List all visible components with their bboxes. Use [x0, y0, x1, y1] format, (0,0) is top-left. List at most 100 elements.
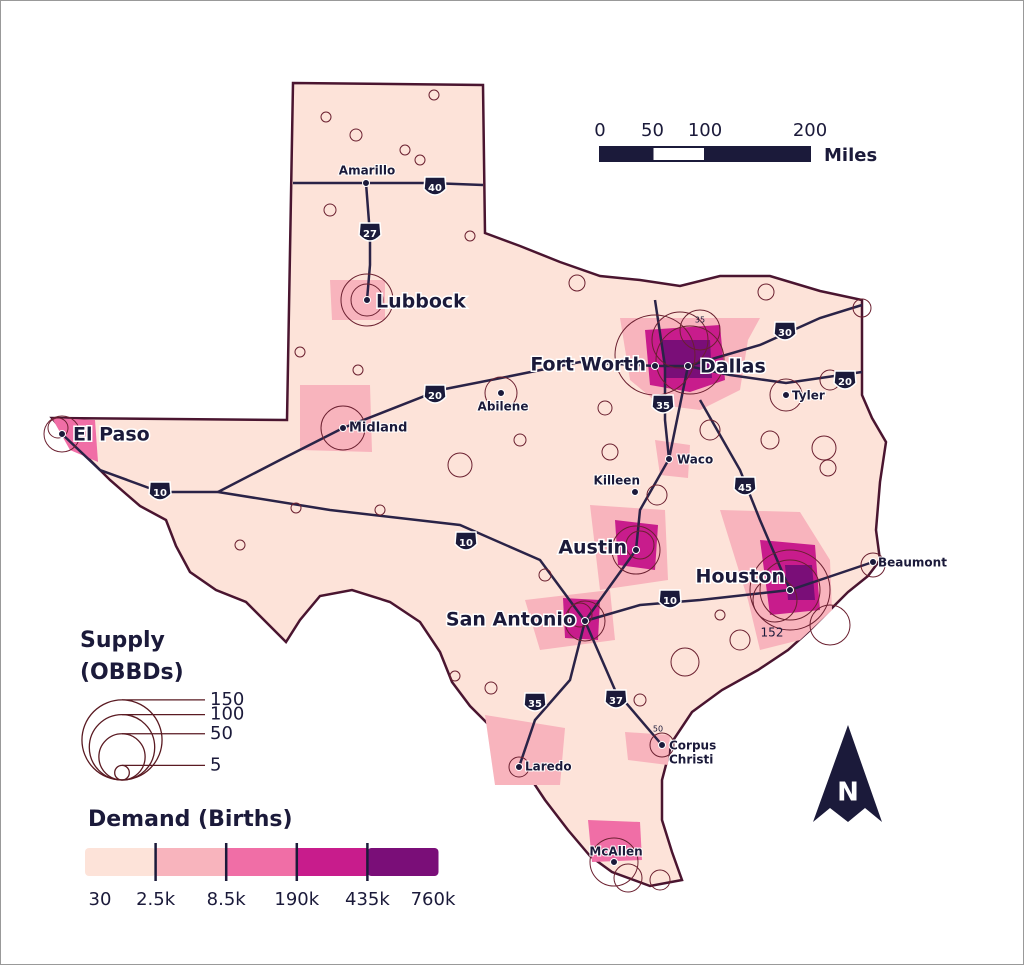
- city-dot: [632, 546, 640, 554]
- supply-circle: [625, 530, 655, 560]
- supply-circle: [646, 484, 668, 506]
- supply-legend-label: 50: [210, 723, 233, 744]
- demand-legend-swatch: [155, 848, 227, 876]
- supply-circle: [757, 283, 775, 301]
- city-dot: [362, 179, 370, 187]
- supply-circle: [749, 549, 831, 631]
- supply-circle: [597, 400, 613, 416]
- interstate-shield: [833, 370, 857, 390]
- interstate-shield: [423, 384, 447, 404]
- city-dot: [631, 488, 639, 496]
- supply-circle: [714, 609, 726, 621]
- supply-circle: [352, 364, 364, 376]
- interstate-number: 20: [428, 391, 442, 402]
- supply-circle: [568, 274, 586, 292]
- interstate-shield: [604, 689, 628, 709]
- city-dot: [665, 455, 673, 463]
- supply-circle: [513, 433, 527, 447]
- supply-circle: [651, 311, 709, 369]
- interstate-number: 10: [459, 538, 473, 549]
- scale-tick-label: 0: [594, 120, 605, 141]
- supply-circle: [860, 552, 886, 578]
- demand-legend-swatch: [85, 848, 157, 876]
- supply-circle: [484, 376, 518, 410]
- city-label: Dallas: [700, 356, 766, 378]
- interstate-number: 27: [363, 229, 377, 240]
- city-dot: [497, 389, 505, 397]
- demand-legend-label: 760k: [411, 889, 456, 910]
- city-label: McAllen: [589, 845, 642, 859]
- supply-circle: [809, 604, 851, 646]
- city-label: Amarillo: [339, 164, 395, 178]
- supply-circle: [819, 459, 837, 477]
- supply-circle: [374, 504, 386, 516]
- city-label: Corpus: [669, 739, 716, 753]
- city-label: Austin: [558, 537, 627, 559]
- scale-unit: Miles: [824, 145, 877, 166]
- supply-circle: [294, 346, 306, 358]
- scale-tick-label: 100: [688, 120, 722, 141]
- scale-tick-label: 200: [793, 120, 827, 141]
- supply-circle: [649, 732, 675, 758]
- city-dot: [869, 558, 877, 566]
- demand-legend-swatch: [226, 848, 298, 876]
- demand-legend-swatch: [296, 848, 368, 876]
- supply-circle: [567, 602, 593, 628]
- city-label: Tyler: [792, 389, 825, 403]
- annotation: 50: [653, 725, 663, 734]
- supply-circle: [752, 577, 798, 623]
- supply-legend-title: (OBBDs): [80, 660, 184, 685]
- interstate-shield: [454, 531, 478, 551]
- supply-circle: [447, 452, 473, 478]
- scale-segment: [704, 146, 811, 162]
- supply-circles: [43, 89, 886, 893]
- supply-circle: [601, 443, 619, 461]
- supply-legend-label: 5: [210, 754, 221, 775]
- city-dot: [651, 362, 659, 370]
- interstate-number: 35: [656, 401, 670, 412]
- supply-circle: [320, 111, 332, 123]
- supply-circle: [428, 89, 440, 101]
- city-label: Waco: [677, 453, 713, 467]
- interstate-number: 45: [738, 483, 752, 494]
- supply-circle: [811, 435, 837, 461]
- supply-circle: [484, 681, 498, 695]
- supply-circle: [679, 309, 721, 351]
- interstate-shield: [358, 222, 382, 242]
- supply-circle: [399, 144, 411, 156]
- annotation: 35: [695, 316, 705, 325]
- city-label: Abilene: [478, 400, 529, 414]
- city-dot: [610, 858, 618, 866]
- interstate-shield: [733, 476, 757, 496]
- supply-circle: [589, 837, 639, 887]
- supply-circle: [340, 273, 394, 327]
- supply-circle: [320, 405, 366, 451]
- north-arrow: [813, 725, 882, 822]
- city-dot: [658, 741, 666, 749]
- supply-circle: [290, 502, 302, 514]
- supply-legend-label: 100: [210, 704, 244, 725]
- supply-circle: [564, 600, 606, 642]
- supply-circle: [670, 647, 700, 677]
- demand-legend-swatch: [367, 848, 439, 876]
- city-dot: [786, 586, 794, 594]
- city-label: Fort Worth: [530, 354, 646, 376]
- demand-legend-label: 190k: [274, 889, 319, 910]
- city-dot: [515, 763, 523, 771]
- demand-legend-label: 435k: [345, 889, 390, 910]
- texas-outline: [49, 81, 888, 888]
- interstate-shield: [148, 481, 172, 501]
- supply-circle: [464, 230, 476, 242]
- supply-circle: [655, 325, 725, 395]
- interstate-shield: [651, 394, 675, 414]
- interstate-number: 10: [663, 596, 677, 607]
- city-dot: [782, 391, 790, 399]
- supply-circle: [852, 298, 872, 318]
- supply-circle: [760, 430, 780, 450]
- supply-circle: [613, 863, 643, 893]
- city-dot: [581, 617, 589, 625]
- supply-circle: [47, 417, 69, 439]
- supply-circle: [649, 869, 671, 891]
